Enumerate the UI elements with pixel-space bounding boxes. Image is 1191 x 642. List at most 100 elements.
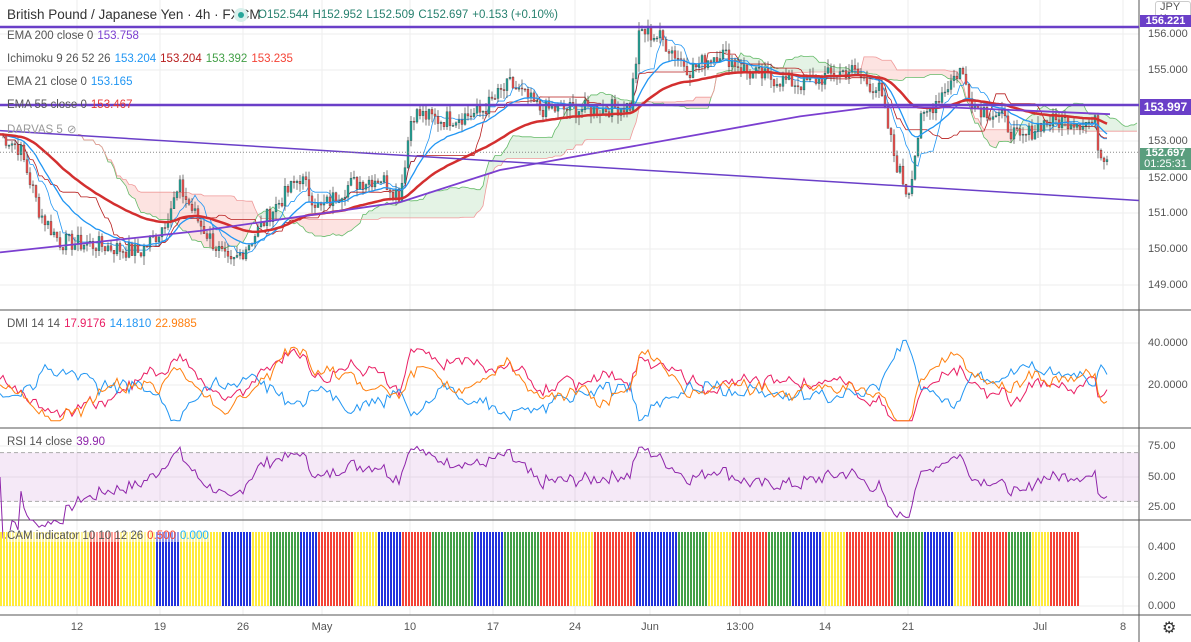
ichimoku-cloud (909, 69, 912, 78)
cam-bar (495, 532, 497, 606)
candle-body (55, 231, 59, 238)
cam-bar (486, 532, 488, 606)
legend-ema[interactable]: EMA 21 close 0 153.165 (7, 76, 132, 88)
candle-body (352, 177, 356, 179)
legend-dmi[interactable]: DMI 14 14 17.9176 14.1810 22.9885 (7, 318, 197, 330)
cam-bar (138, 532, 140, 606)
ichimoku-cloud (882, 60, 885, 79)
cam-bar (576, 532, 578, 606)
price-axis-label: 149.000 (1148, 279, 1188, 291)
ichimoku-cloud (126, 179, 129, 195)
legend-cam[interactable]: CAM indicator 10 10 12 26 0.500 0.000 (7, 530, 209, 542)
candle-body (19, 144, 23, 155)
cam-bar (243, 532, 245, 606)
ichimoku-cloud (975, 118, 978, 124)
candle-body (382, 175, 386, 182)
ichimoku-cloud (1128, 124, 1131, 132)
ichimoku-cloud (783, 59, 786, 73)
ichimoku-cloud (570, 109, 573, 150)
candle-body (193, 208, 197, 211)
cam-bar (108, 532, 110, 606)
hidden-eye-icon[interactable]: ⊘ (66, 124, 77, 136)
cam-bar (48, 532, 50, 606)
candle-body (346, 185, 350, 198)
candle-body (370, 179, 374, 188)
ichimoku-cloud (867, 56, 870, 74)
cam-bar (711, 532, 713, 606)
cam-bar (504, 532, 506, 606)
cam-bar (891, 532, 893, 606)
indicator-value: 153.165 (90, 76, 133, 88)
ichimoku-cloud (522, 136, 525, 159)
cam-bar (543, 532, 545, 606)
legend-ichimoku[interactable]: Ichimoku 9 26 52 26 153.204 153.204 153.392… (7, 53, 293, 65)
candle-body (967, 84, 971, 99)
ichimoku-cloud (312, 219, 315, 236)
candle-body (415, 109, 419, 123)
cam-bar (354, 532, 356, 606)
ichimoku-cloud (876, 57, 879, 76)
legend-darvas[interactable]: DARVAS 5 ⊘ (7, 122, 76, 136)
resistance-mid-tag: 153.997 (1140, 99, 1191, 115)
ichimoku-cloud (315, 219, 318, 236)
cam-bar (906, 532, 908, 606)
cam-bar (123, 532, 125, 606)
candle-body (664, 39, 668, 52)
candle-body (1024, 134, 1028, 136)
legend-ema[interactable]: EMA 55 close 0 153.467 (7, 99, 132, 111)
legend-ema[interactable]: EMA 200 close 0 153.758 (7, 30, 139, 42)
cam-bar (768, 532, 770, 606)
ichimoku-cloud (900, 69, 903, 81)
indicator-value: 14.1810 (109, 318, 152, 330)
cam-bar (27, 532, 29, 606)
settings-gear-icon[interactable]: ⚙ (1162, 620, 1177, 637)
candle-body (418, 109, 422, 116)
cam-bar (1026, 532, 1028, 606)
candle-body (757, 67, 761, 69)
cam-bar (672, 532, 674, 606)
ichimoku-cloud (996, 129, 999, 148)
cam-bar (588, 532, 590, 606)
candle-body (475, 105, 479, 114)
candle-body (184, 196, 188, 200)
candle-body (265, 208, 269, 226)
cam-bar (15, 532, 17, 606)
cam-bar (1053, 532, 1055, 606)
candle-body (1012, 127, 1016, 140)
cam-bar (594, 532, 596, 606)
candle-body (103, 246, 107, 252)
cam-bar (1059, 532, 1061, 606)
candle-body (727, 49, 731, 67)
candle-body (232, 257, 236, 260)
cam-bar (651, 532, 653, 606)
cam-bar (489, 532, 491, 606)
time-axis-label: Jun (641, 621, 659, 633)
candle-body (580, 109, 584, 112)
ichimoku-cloud (324, 219, 327, 237)
ema200-line (0, 106, 1111, 254)
ichimoku-span-a (77, 52, 1138, 249)
candle-body (691, 63, 695, 78)
candle-body (178, 179, 182, 192)
cam-bar (696, 532, 698, 606)
candle-body (211, 233, 215, 250)
candle-body (445, 111, 449, 127)
cam-bar (573, 532, 575, 606)
cam-bar (903, 532, 905, 606)
cam-bar (1071, 532, 1073, 606)
candle-body (325, 196, 329, 204)
candle-body (199, 220, 203, 227)
ichimoku-cloud (120, 175, 123, 183)
candle-body (871, 91, 875, 93)
candle-body (529, 92, 533, 99)
ichimoku-cloud (447, 187, 450, 218)
candle-body (283, 186, 287, 207)
cam-bar (966, 532, 968, 606)
candle-body (175, 191, 179, 198)
cam-bar (507, 532, 509, 606)
cam-bar (555, 532, 557, 606)
ichimoku-cloud (891, 60, 894, 81)
candle-body (550, 106, 554, 109)
legend-rsi[interactable]: RSI 14 close 39.90 (7, 436, 105, 448)
